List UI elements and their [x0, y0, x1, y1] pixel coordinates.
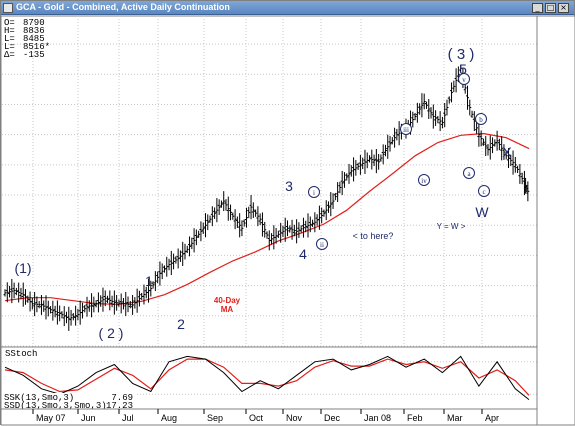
sub-wave-a-circle	[463, 167, 475, 179]
wave-3: 3	[285, 178, 293, 194]
sub-wave-c: c	[482, 188, 485, 196]
projection-note: Y = W >	[437, 222, 466, 231]
quote-value: 8516*	[23, 42, 50, 52]
sub-wave-iii: iii	[403, 126, 409, 134]
wave-1-primary: (1)	[14, 260, 31, 276]
target-note: < to here?	[353, 231, 394, 241]
sub-wave-iv-circle	[418, 174, 430, 186]
wave-3-primary: ( 3 )	[448, 46, 475, 63]
window-title: GCA - Gold - Combined, Active Daily Cont…	[16, 2, 230, 12]
time-tick-label: Jan 08	[364, 413, 391, 423]
wave-5: 5	[459, 61, 467, 77]
quote-label: L=	[4, 42, 15, 52]
ssd-value: 17.23	[106, 401, 133, 411]
time-tick-label: Sep	[207, 413, 223, 423]
time-tick-label: Jun	[81, 413, 96, 423]
ssk-legend: SSK(13,Smo,3)	[4, 393, 74, 403]
ssk-line	[4, 355, 530, 400]
price-bars	[3, 64, 530, 331]
quote-value: 8836	[23, 26, 45, 36]
time-tick-label: Dec	[324, 413, 341, 423]
time-tick-label: Aug	[161, 413, 177, 423]
wave-2-primary: ( 2 )	[99, 325, 124, 341]
sub-wave-c-circle	[478, 185, 490, 197]
ma-line	[4, 132, 530, 305]
wave-x: X	[502, 144, 512, 160]
price-axis	[536, 15, 575, 426]
close-button[interactable]: ×	[558, 3, 569, 13]
wave-1: 1	[145, 273, 153, 289]
quote-label: O=	[4, 18, 15, 28]
maximize-button[interactable]: □	[545, 3, 556, 13]
quote-box: O= 8790 H= 8836 L= 8485 L= 8516* Δ= -135	[4, 18, 50, 60]
time-tick-label: Apr	[485, 413, 499, 423]
sub-wave-i: i	[313, 189, 315, 197]
quote-value: 8790	[23, 18, 45, 28]
ssd-legend: SSD(13,Smo,3,Smo,3)	[4, 401, 107, 411]
sub-wave-v: v	[462, 76, 466, 84]
ssk-value: 7.69	[111, 393, 133, 403]
time-tick-label: Nov	[286, 413, 303, 423]
sub-wave-iii-circle	[400, 123, 412, 135]
sub-wave-ii: ii	[320, 241, 324, 249]
quote-value: -135	[23, 50, 45, 60]
sub-wave-a: a	[467, 170, 471, 178]
time-tick-label: Jul	[122, 413, 134, 423]
time-tick-label: May 07	[36, 413, 66, 423]
wave-w: W	[475, 204, 489, 220]
time-tick-label: Oct	[249, 413, 264, 423]
quote-label: L=	[4, 34, 15, 44]
quote-label: Δ=	[4, 50, 15, 60]
sub-wave-b: b	[479, 116, 483, 124]
sub-wave-ii-circle	[316, 238, 328, 250]
wave-2: 2	[177, 316, 185, 332]
sub-wave-i-circle	[308, 186, 320, 198]
sub-wave-b-circle	[475, 113, 487, 125]
price-panel	[1, 15, 538, 348]
title-bar[interactable]: GCA - Gold - Combined, Active Daily Cont…	[1, 1, 574, 15]
minimize-button[interactable]: _	[532, 3, 543, 13]
wave-4: 4	[299, 246, 307, 262]
stoch-legend-bg	[2, 393, 137, 409]
app-icon	[3, 3, 13, 13]
ma-label: 40-Day	[214, 296, 241, 305]
stochastic-title: SStoch	[5, 349, 37, 359]
time-tick-label: Mar	[447, 413, 463, 423]
ma-label-2: MA	[221, 305, 234, 314]
quote-label: H=	[4, 26, 15, 36]
quote-value: 8485	[23, 34, 45, 44]
time-tick-label: Feb	[407, 413, 423, 423]
sub-wave-iv: iv	[421, 177, 427, 185]
sub-wave-v-circle	[458, 73, 470, 85]
